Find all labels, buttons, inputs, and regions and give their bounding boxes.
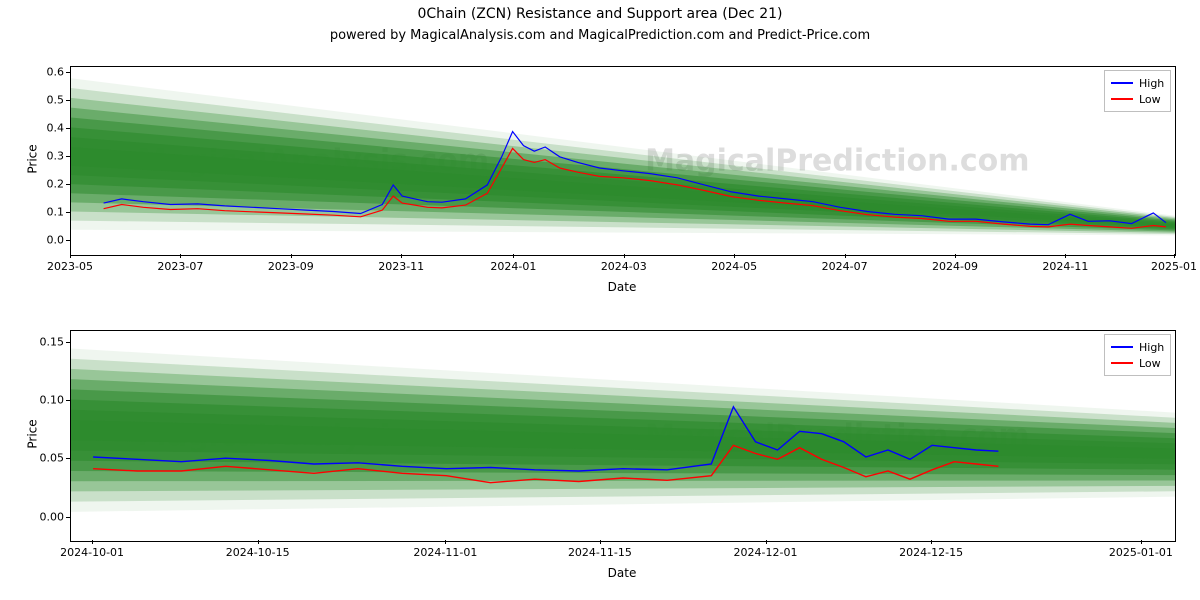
y-tick-label: 0.6 <box>34 65 64 78</box>
x-tick-mark <box>401 254 402 258</box>
x-tick-mark <box>1065 254 1066 258</box>
x-tick-label: 2024-12-15 <box>899 546 963 559</box>
legend-row: Low <box>1111 91 1164 107</box>
legend-swatch <box>1111 98 1133 100</box>
y-tick-label: 0.0 <box>34 233 64 246</box>
low-line <box>93 445 998 482</box>
x-tick-mark <box>624 254 625 258</box>
x-tick-label: 2023-11 <box>378 260 424 273</box>
bottom-plot-area: MagicalAnalysis.comMagicalPrediction.com <box>70 330 1176 542</box>
x-tick-label: 2023-09 <box>268 260 314 273</box>
x-tick-mark <box>258 540 259 544</box>
x-tick-mark <box>1141 540 1142 544</box>
legend-row: Low <box>1111 355 1164 371</box>
x-tick-label: 2025-01 <box>1151 260 1197 273</box>
y-tick-label: 0.5 <box>34 93 64 106</box>
y-tick-mark <box>66 342 70 343</box>
x-tick-label: 2024-03 <box>601 260 647 273</box>
legend-swatch <box>1111 346 1133 348</box>
legend-row: High <box>1111 339 1164 355</box>
x-tick-label: 2024-09 <box>932 260 978 273</box>
x-tick-mark <box>445 540 446 544</box>
y-tick-label: 0.15 <box>34 335 64 348</box>
x-tick-mark <box>600 540 601 544</box>
high-line <box>104 132 1166 225</box>
bottom-x-axis-label: Date <box>70 566 1174 580</box>
x-tick-label: 2023-05 <box>47 260 93 273</box>
series-lines <box>71 331 1175 541</box>
legend-swatch <box>1111 82 1133 84</box>
bottom-legend: High Low <box>1104 334 1171 376</box>
x-tick-mark <box>70 254 71 258</box>
legend-row: High <box>1111 75 1164 91</box>
y-tick-mark <box>66 212 70 213</box>
x-tick-label: 2024-01 <box>490 260 536 273</box>
y-tick-mark <box>66 400 70 401</box>
y-tick-mark <box>66 128 70 129</box>
x-tick-mark <box>92 540 93 544</box>
x-tick-mark <box>931 540 932 544</box>
legend-label: High <box>1139 77 1164 90</box>
top-plot-area: MagicalAnalysis.comMagicalPrediction.com <box>70 66 1176 256</box>
x-tick-label: 2024-05 <box>711 260 757 273</box>
x-tick-label: 2024-11-15 <box>568 546 632 559</box>
x-tick-label: 2023-07 <box>157 260 203 273</box>
x-tick-label: 2025-01-01 <box>1109 546 1173 559</box>
y-tick-label: 0.10 <box>34 394 64 407</box>
legend-label: Low <box>1139 93 1161 106</box>
x-tick-mark <box>955 254 956 258</box>
x-tick-mark <box>734 254 735 258</box>
high-line <box>93 407 998 471</box>
y-tick-mark <box>66 184 70 185</box>
x-tick-label: 2024-10-01 <box>60 546 124 559</box>
top-legend: High Low <box>1104 70 1171 112</box>
x-tick-label: 2024-11-01 <box>413 546 477 559</box>
low-line <box>104 148 1166 228</box>
y-tick-label: 0.05 <box>34 452 64 465</box>
y-tick-label: 0.00 <box>34 510 64 523</box>
series-lines <box>71 67 1175 255</box>
x-tick-label: 2024-10-15 <box>226 546 290 559</box>
x-tick-label: 2024-07 <box>822 260 868 273</box>
x-tick-mark <box>845 254 846 258</box>
chart-subtitle: powered by MagicalAnalysis.com and Magic… <box>0 28 1200 43</box>
y-tick-label: 0.1 <box>34 205 64 218</box>
y-tick-mark <box>66 458 70 459</box>
y-tick-mark <box>66 100 70 101</box>
x-tick-mark <box>291 254 292 258</box>
legend-label: Low <box>1139 357 1161 370</box>
x-tick-mark <box>1174 254 1175 258</box>
y-tick-mark <box>66 240 70 241</box>
top-x-axis-label: Date <box>70 280 1174 294</box>
x-tick-mark <box>513 254 514 258</box>
legend-label: High <box>1139 341 1164 354</box>
chart-main-title: 0Chain (ZCN) Resistance and Support area… <box>0 6 1200 22</box>
y-tick-mark <box>66 72 70 73</box>
x-tick-label: 2024-11 <box>1042 260 1088 273</box>
y-tick-mark <box>66 156 70 157</box>
y-tick-label: 0.3 <box>34 149 64 162</box>
legend-swatch <box>1111 362 1133 364</box>
x-tick-mark <box>766 540 767 544</box>
x-tick-mark <box>180 254 181 258</box>
y-tick-label: 0.2 <box>34 177 64 190</box>
x-tick-label: 2024-12-01 <box>734 546 798 559</box>
y-tick-label: 0.4 <box>34 121 64 134</box>
y-tick-mark <box>66 517 70 518</box>
bottom-y-axis-label: Price <box>26 419 40 448</box>
figure: 0Chain (ZCN) Resistance and Support area… <box>0 0 1200 600</box>
